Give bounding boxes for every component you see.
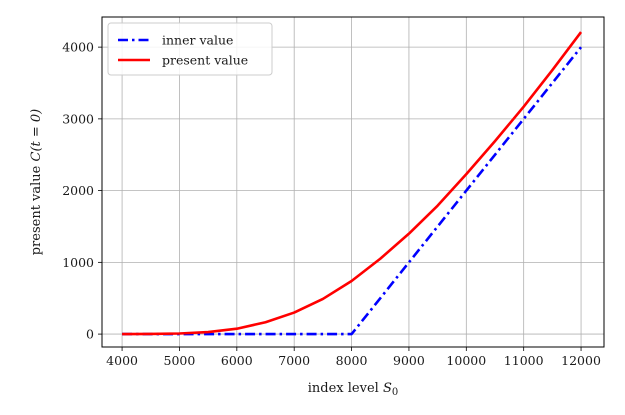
- y-axis-label-text: present value: [29, 165, 44, 255]
- legend-label: inner value: [162, 33, 233, 48]
- x-tick-label: 12000: [561, 353, 601, 368]
- x-tick-label: 6000: [221, 353, 253, 368]
- y-tick-label: 3000: [62, 111, 94, 126]
- y-tick-label: 4000: [62, 40, 94, 55]
- series-line-inner-value: [122, 46, 583, 336]
- legend: inner value present value: [107, 22, 273, 76]
- y-tick-label: 1000: [62, 255, 94, 270]
- x-tick-label: 8000: [336, 353, 368, 368]
- series-lines: [122, 31, 583, 336]
- legend-label: present value: [162, 53, 248, 68]
- y-axis-ticks: 0 1000 2000 3000 4000: [62, 40, 102, 342]
- x-axis-subscript: 0: [392, 387, 398, 398]
- x-tick-label: 11000: [504, 353, 544, 368]
- y-axis-symbol: C(t = 0): [29, 109, 44, 162]
- y-axis-title: present value C(t = 0): [29, 109, 44, 256]
- x-axis-symbol: S: [383, 381, 392, 396]
- x-axis-title: index level S0: [308, 381, 398, 398]
- x-tick-label: 10000: [446, 353, 486, 368]
- x-tick-label: 7000: [278, 353, 310, 368]
- series-line-present-value: [122, 31, 583, 336]
- x-axis-label-text: index level: [308, 381, 379, 396]
- x-axis-ticks: 4000 5000 6000 7000 8000 9000 10000 11000 12000: [106, 347, 601, 368]
- x-tick-label: 5000: [164, 353, 196, 368]
- x-tick-label: 4000: [106, 353, 138, 368]
- plot-frame: [101, 16, 605, 348]
- legend-box: [107, 22, 273, 76]
- grid-lines: [102, 17, 604, 347]
- y-tick-label: 2000: [62, 183, 94, 198]
- y-tick-label: 0: [86, 327, 94, 342]
- x-tick-label: 9000: [393, 353, 425, 368]
